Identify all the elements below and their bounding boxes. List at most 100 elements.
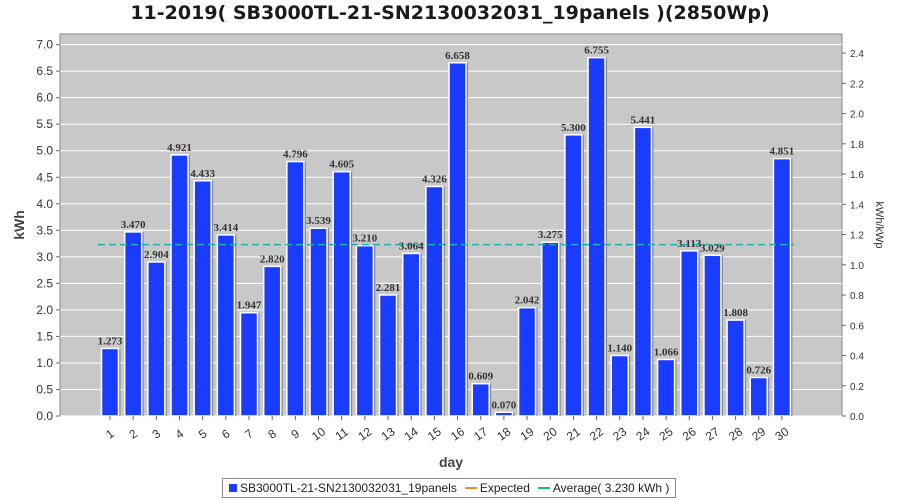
bar-2 (123, 231, 143, 417)
data-label: 2.820 (260, 253, 285, 265)
bar-26 (680, 250, 699, 417)
x-tick-label: 26 (680, 424, 699, 443)
bar (262, 265, 283, 417)
bar-30 (772, 157, 792, 417)
data-label: 6.658 (445, 50, 470, 62)
bar (378, 294, 399, 417)
x-tick-label: 3 (150, 426, 164, 441)
bar-4 (170, 154, 189, 417)
bar-27 (703, 254, 722, 417)
bar (147, 261, 167, 417)
data-label: 4.796 (283, 149, 308, 161)
bar (587, 56, 608, 417)
bar-3 (147, 261, 166, 417)
legend-label-production: SB3000TL-21-SN2130032031_19panels (240, 481, 457, 495)
legend-item-average: Average( 3.230 kWh ) (537, 481, 669, 495)
x-tick-label: 18 (494, 424, 513, 443)
data-label: 2.281 (376, 282, 401, 294)
x-tick-label: 2 (126, 426, 140, 441)
x-tick-label: 30 (772, 424, 791, 443)
bar-28 (726, 319, 745, 417)
x-tick-label: 12 (355, 424, 374, 443)
data-label: 2.042 (515, 295, 540, 307)
bar-7 (239, 311, 259, 417)
bar-9 (286, 160, 305, 417)
bar (564, 134, 584, 417)
y-tick-label: 5.0 (36, 144, 53, 158)
legend-swatch-production (229, 484, 237, 492)
bar (540, 241, 561, 417)
y2-tick-label: 1.0 (850, 261, 864, 272)
x-tick-label: 5 (196, 426, 210, 441)
bar-29 (749, 376, 769, 417)
y-tick-label: 2.0 (36, 303, 53, 317)
bar (309, 227, 330, 417)
x-tick-label: 9 (289, 426, 303, 441)
data-label: 1.947 (237, 300, 262, 312)
legend-label-expected: Expected (479, 481, 530, 495)
x-tick-label: 19 (518, 424, 537, 443)
bar (448, 62, 469, 417)
y-tick-label: 4.0 (36, 197, 53, 211)
legend-item-expected: Expected (464, 481, 530, 495)
legend-item-production: SB3000TL-21-SN2130032031_19panels (229, 481, 457, 495)
x-tick-label: 21 (564, 424, 583, 443)
x-tick-label: 8 (265, 426, 279, 441)
bar-15 (425, 185, 444, 417)
data-label: 3.113 (677, 238, 702, 250)
data-label: 4.921 (167, 142, 192, 154)
x-tick-label: 7 (242, 426, 256, 441)
chart-title: 11-2019( SB3000TL-21-SN2130032031_19pane… (130, 2, 770, 24)
y-axis-right: 0.0 0.2 0.4 0.6 0.8 1.0 1.2 1.4 1.6 1.8 2.0 2.2 2.4 (842, 49, 864, 423)
y2-tick-label: 0.4 (850, 352, 864, 363)
y-tick-label: 0.5 (36, 382, 53, 396)
x-tick-label: 25 (657, 424, 676, 443)
x-axis-title: day (439, 454, 463, 470)
data-label: 4.605 (329, 159, 354, 171)
x-tick-label: 23 (610, 424, 629, 443)
bar-17 (471, 382, 490, 417)
x-tick-label: 14 (402, 424, 421, 443)
bar (100, 347, 121, 417)
bars (100, 56, 793, 417)
data-label: 1.066 (654, 346, 679, 358)
y2-tick-label: 1.2 (850, 231, 864, 242)
bar-22 (587, 56, 606, 417)
y-tick-label: 0.0 (36, 409, 53, 423)
data-label: 3.029 (700, 242, 725, 254)
legend-swatch-average (537, 487, 550, 489)
data-label: 0.609 (468, 371, 493, 383)
data-label: 1.140 (607, 343, 632, 355)
bar (517, 306, 538, 417)
y2-tick-label: 0.2 (850, 382, 864, 393)
data-label: 5.441 (631, 114, 656, 126)
bar (772, 157, 793, 417)
bar-19 (517, 306, 537, 417)
bar (680, 250, 700, 417)
x-tick-label: 1 (103, 426, 117, 441)
data-label: 3.470 (121, 219, 146, 231)
y-tick-label: 3.0 (36, 250, 53, 264)
bar (633, 126, 654, 417)
data-label: 3.539 (306, 215, 331, 227)
x-tick-label: 13 (379, 424, 398, 443)
bar-23 (610, 354, 629, 417)
y2-tick-label: 2.4 (850, 49, 864, 60)
data-label: 0.726 (746, 364, 771, 376)
x-tick-label: 15 (425, 424, 444, 443)
legend: SB3000TL-21-SN2130032031_19panels Expect… (222, 478, 677, 498)
y2-tick-label: 0.0 (850, 412, 864, 423)
bar-10 (309, 227, 328, 417)
data-label: 4.433 (190, 168, 215, 180)
bar (332, 170, 353, 417)
data-label: 4.326 (422, 173, 447, 185)
bar-18 (494, 411, 514, 417)
bar-12 (355, 244, 375, 417)
y2-tick-label: 0.8 (850, 291, 864, 302)
y-tick-label: 1.5 (36, 329, 53, 343)
data-label: 0.070 (492, 399, 517, 411)
data-labels: 1.273 3.470 2.904 4.921 4.433 3.414 1.947 2.820… (98, 45, 795, 412)
x-tick-label: 20 (541, 424, 560, 443)
bar (471, 382, 492, 417)
x-tick-label: 4 (173, 426, 187, 441)
